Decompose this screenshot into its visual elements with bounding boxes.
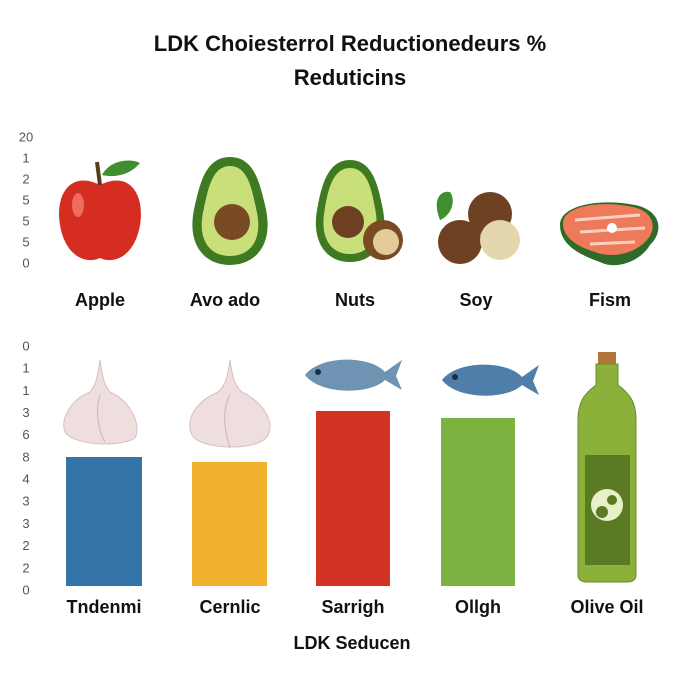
axis-label: 5 xyxy=(22,192,29,207)
nuts-icon xyxy=(315,160,403,262)
axis-label: 3 xyxy=(22,494,29,509)
axis-label: 0 xyxy=(22,582,29,597)
item-label: Nuts xyxy=(335,290,375,310)
item-label: Soy xyxy=(459,290,492,310)
item-label: Sarrigh xyxy=(321,597,384,617)
soy-icon xyxy=(436,191,520,264)
bar xyxy=(316,411,390,586)
subtitle: Reduticins xyxy=(294,65,406,90)
avocado-icon xyxy=(192,157,268,265)
item-label: Apple xyxy=(75,290,125,310)
axis-label: 1 xyxy=(22,150,29,165)
axis-label: 6 xyxy=(22,427,29,442)
garlic-icon xyxy=(189,359,271,449)
bar xyxy=(66,457,142,586)
axis-label: 5 xyxy=(22,213,29,228)
item-label: Avo ado xyxy=(190,290,260,310)
axis-title: LDK Seducen xyxy=(293,633,410,653)
axis-label: 5 xyxy=(22,234,29,249)
axis-label: 2 xyxy=(22,538,29,553)
item-label: Fism xyxy=(589,290,631,310)
title: LDK Choiesterrol Reductionedeurs % xyxy=(154,31,546,56)
fish-icon xyxy=(305,359,402,391)
garlic-icon xyxy=(63,359,138,445)
bar xyxy=(192,462,267,586)
item-label: Olive Oil xyxy=(570,597,643,617)
item-label: Tndenmi xyxy=(67,597,142,617)
axis-label: 3 xyxy=(22,516,29,531)
axis-label: 2 xyxy=(22,171,29,186)
axis-label: 1 xyxy=(22,361,29,376)
fish-icon xyxy=(442,364,539,396)
olive-oil-bottle xyxy=(577,352,637,583)
apple-icon xyxy=(59,160,141,261)
axis-label: 20 xyxy=(19,129,33,144)
fish-steak-icon xyxy=(560,202,659,266)
axis-label: 2 xyxy=(22,560,29,575)
axis-label: 3 xyxy=(22,405,29,420)
axis-label: 0 xyxy=(22,255,29,270)
bar xyxy=(441,418,515,586)
axis-label: 4 xyxy=(22,472,29,487)
item-label: Ollgh xyxy=(455,597,501,617)
item-label: Cernlic xyxy=(199,597,260,617)
axis-label: 1 xyxy=(22,383,29,398)
axis-label: 0 xyxy=(22,338,29,353)
axis-label: 8 xyxy=(22,449,29,464)
